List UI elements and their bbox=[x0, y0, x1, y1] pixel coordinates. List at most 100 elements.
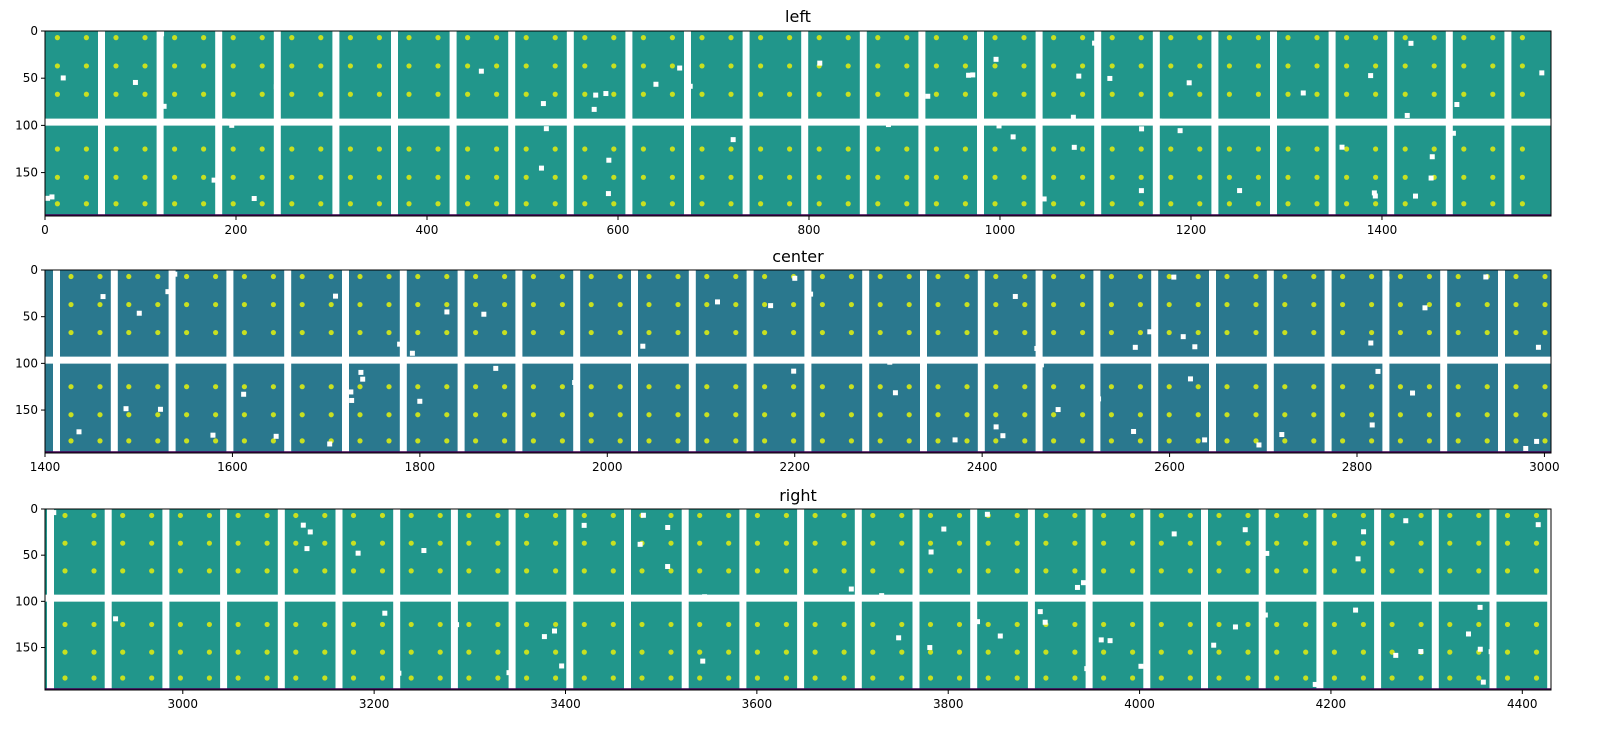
spot bbox=[848, 438, 855, 444]
x-tick-label: 3200 bbox=[359, 697, 390, 711]
spot bbox=[1533, 568, 1540, 574]
x-tick-label: 4000 bbox=[1124, 697, 1155, 711]
spot bbox=[1344, 146, 1350, 152]
masked-pixel bbox=[123, 406, 129, 412]
spot bbox=[1373, 91, 1379, 97]
spot bbox=[552, 174, 558, 180]
masked-pixel bbox=[768, 303, 774, 309]
spot bbox=[581, 675, 587, 681]
masked-pixel bbox=[327, 441, 333, 447]
spot bbox=[126, 329, 132, 336]
spot bbox=[927, 621, 934, 628]
spot bbox=[1022, 329, 1028, 336]
spot bbox=[1080, 35, 1086, 41]
spot bbox=[523, 174, 529, 180]
spot bbox=[1043, 675, 1049, 681]
spot bbox=[1255, 35, 1261, 41]
spot bbox=[1314, 174, 1320, 180]
spot bbox=[1138, 63, 1144, 69]
spot bbox=[870, 675, 876, 681]
spot bbox=[993, 384, 999, 390]
spot bbox=[783, 621, 790, 628]
spot bbox=[1216, 568, 1222, 574]
spot bbox=[1168, 91, 1174, 97]
spot bbox=[762, 438, 768, 444]
spot bbox=[386, 273, 392, 280]
spot bbox=[1137, 329, 1143, 336]
spot bbox=[1519, 146, 1525, 152]
spot bbox=[640, 63, 647, 69]
masked-pixel bbox=[1477, 604, 1483, 610]
x-tick-label: 200 bbox=[225, 223, 248, 237]
spot bbox=[669, 35, 676, 41]
spot bbox=[68, 301, 74, 308]
spot bbox=[1369, 301, 1375, 308]
spot bbox=[552, 146, 558, 152]
spot bbox=[328, 301, 334, 308]
spot bbox=[415, 384, 421, 390]
spot bbox=[1168, 201, 1174, 207]
spot bbox=[1504, 540, 1511, 546]
spot bbox=[611, 35, 617, 41]
spot bbox=[201, 174, 207, 180]
masked-pixel bbox=[1139, 126, 1145, 132]
spot bbox=[964, 273, 970, 280]
spot bbox=[91, 675, 97, 681]
spot bbox=[733, 273, 739, 280]
spot bbox=[473, 301, 479, 308]
panel-right: right 3000 3200 3400 3600 3800 4000 4200 4400 0 5… bbox=[15, 486, 1555, 711]
spot bbox=[502, 329, 508, 336]
y-tick-label: 100 bbox=[15, 118, 38, 132]
spot bbox=[552, 35, 558, 41]
spot bbox=[993, 412, 999, 418]
masked-pixel bbox=[541, 634, 547, 640]
spot bbox=[1108, 384, 1114, 390]
spot bbox=[328, 273, 334, 280]
spot bbox=[582, 63, 588, 69]
masked-pixel bbox=[996, 123, 1002, 129]
spot bbox=[553, 621, 559, 628]
spot bbox=[318, 146, 324, 152]
spot bbox=[1314, 146, 1320, 152]
spot bbox=[1369, 384, 1375, 390]
spot bbox=[1226, 63, 1232, 69]
spot bbox=[386, 301, 392, 308]
spot bbox=[318, 35, 324, 41]
masked-pixel bbox=[715, 299, 721, 305]
spot bbox=[289, 201, 295, 207]
spot bbox=[611, 201, 617, 207]
spot bbox=[155, 273, 161, 280]
spot bbox=[588, 301, 594, 308]
spot bbox=[415, 301, 421, 308]
masked-pixel bbox=[49, 194, 55, 200]
spot bbox=[754, 649, 761, 655]
masked-pixel bbox=[1412, 193, 1418, 199]
spot bbox=[1282, 273, 1288, 280]
spot bbox=[155, 412, 161, 418]
spot bbox=[1340, 301, 1346, 308]
masked-pixel bbox=[1232, 624, 1238, 630]
spot bbox=[1389, 621, 1395, 628]
spot bbox=[728, 63, 734, 69]
spot bbox=[1397, 301, 1403, 308]
spot bbox=[1360, 649, 1366, 655]
spot bbox=[259, 35, 265, 41]
spot bbox=[473, 273, 479, 280]
spot bbox=[992, 35, 998, 41]
spot bbox=[235, 568, 241, 574]
spot bbox=[697, 621, 703, 628]
x-tick-label: 2600 bbox=[1154, 460, 1185, 474]
masked-pixel bbox=[76, 429, 82, 435]
spot bbox=[1285, 146, 1291, 152]
y-tick-label: 0 bbox=[30, 24, 38, 38]
spot bbox=[728, 35, 734, 41]
spot bbox=[1166, 329, 1172, 336]
spot bbox=[904, 63, 910, 69]
spot bbox=[172, 63, 178, 69]
spot bbox=[1314, 91, 1320, 97]
masked-pixel bbox=[1403, 518, 1409, 524]
spot bbox=[289, 146, 295, 152]
spot bbox=[379, 512, 386, 519]
spot bbox=[68, 273, 74, 280]
